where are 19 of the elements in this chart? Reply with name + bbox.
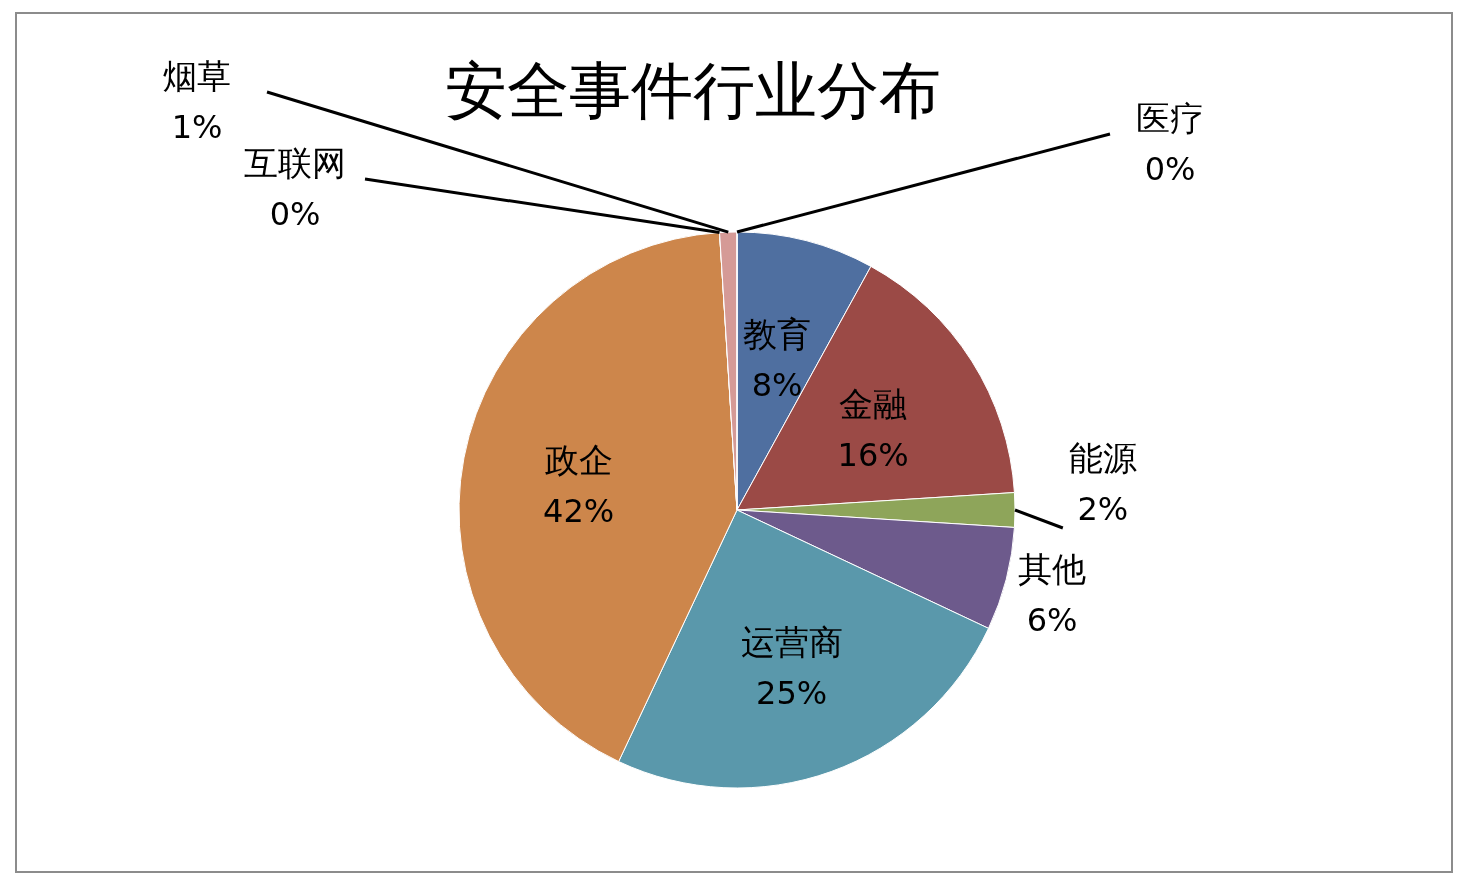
chart-title: 安全事件行业分布	[445, 54, 941, 127]
data-label: 2%	[1077, 490, 1129, 528]
slice-label: 烟草	[163, 56, 231, 96]
text: 0%	[1144, 150, 1196, 188]
data-label: 1%	[171, 108, 223, 146]
text: 0%	[269, 195, 321, 233]
data-label: 6%	[1026, 600, 1078, 639]
data-label: 16%	[837, 435, 909, 474]
slice-label: 能源	[1068, 438, 1137, 478]
category-label: 互联网	[244, 143, 346, 183]
slice-label: 教育	[743, 313, 812, 354]
data-label: 42%	[543, 491, 615, 530]
data-label: 8%	[751, 365, 803, 404]
slice-label: 政企	[544, 439, 613, 480]
slice-label: 运营商	[740, 621, 843, 662]
category-label: 医疗	[1136, 98, 1204, 138]
slice-label: 金融	[839, 383, 908, 424]
data-label: 25%	[756, 673, 828, 712]
slice-label: 其他	[1018, 548, 1087, 589]
